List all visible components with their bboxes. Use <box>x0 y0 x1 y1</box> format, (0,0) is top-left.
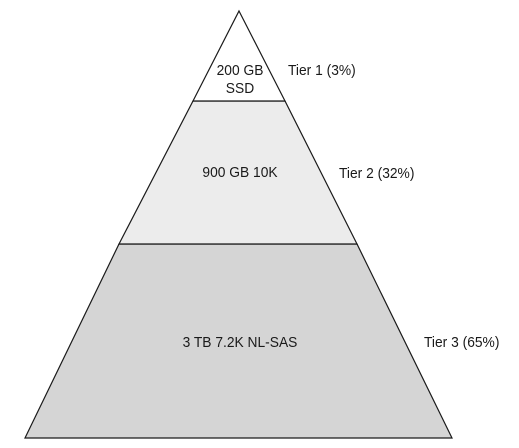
tier-3-media-label: 3 TB 7.2K NL-SAS <box>166 334 313 352</box>
tier-2-label: Tier 2 (32%) <box>339 165 415 182</box>
tier-1-media-label: 200 GB SSD <box>207 62 273 98</box>
tier-3-label: Tier 3 (65%) <box>424 334 500 351</box>
tier-1-segment <box>192 9 286 102</box>
tier-1-media-line-2: SSD <box>225 80 255 97</box>
tier-1-label: Tier 1 (3%) <box>288 62 356 79</box>
tier-2-media-line-1: 900 GB 10K <box>202 164 278 181</box>
tier-3-media-line-1: 3 TB 7.2K NL-SAS <box>182 334 298 351</box>
tier-2-media-label: 900 GB 10K <box>185 164 295 182</box>
tier-1-media-line-1: 200 GB <box>216 62 264 79</box>
